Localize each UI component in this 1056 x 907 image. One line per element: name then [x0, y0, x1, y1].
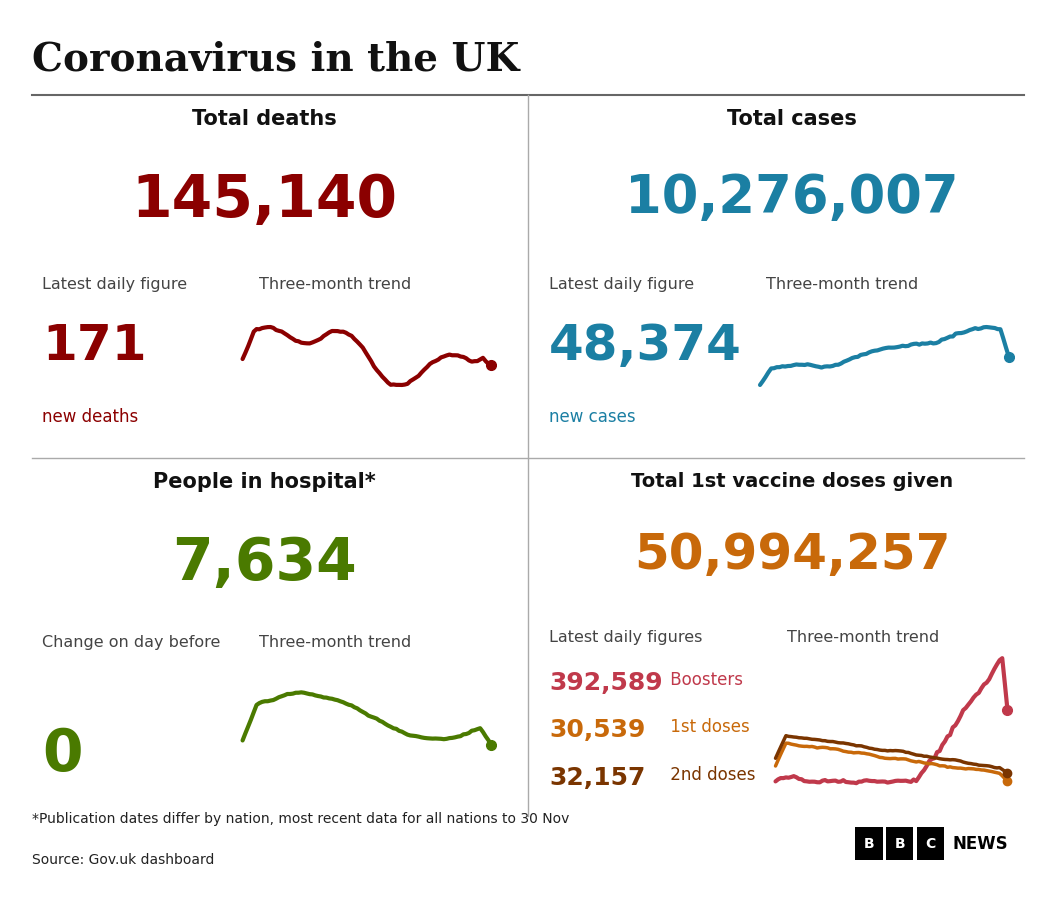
Text: Latest daily figures: Latest daily figures	[549, 630, 702, 646]
Text: People in hospital*: People in hospital*	[153, 472, 375, 492]
Text: Latest daily figure: Latest daily figure	[549, 277, 694, 292]
Text: Total cases: Total cases	[728, 109, 856, 129]
Text: B: B	[894, 836, 905, 851]
Text: Latest daily figure: Latest daily figure	[42, 277, 187, 292]
Text: B: B	[864, 836, 874, 851]
Text: Total deaths: Total deaths	[191, 109, 337, 129]
Text: Three-month trend: Three-month trend	[787, 630, 939, 646]
Text: Total 1st vaccine doses given: Total 1st vaccine doses given	[630, 472, 954, 491]
Text: Three-month trend: Three-month trend	[259, 277, 411, 292]
Text: 30,539: 30,539	[549, 718, 645, 742]
Text: 171: 171	[42, 322, 147, 370]
Text: Three-month trend: Three-month trend	[766, 277, 918, 292]
Text: 0: 0	[42, 726, 82, 783]
Text: C: C	[925, 836, 936, 851]
Text: 32,157: 32,157	[549, 766, 645, 789]
Text: Source: Gov.uk dashboard: Source: Gov.uk dashboard	[32, 853, 214, 866]
Text: Boosters: Boosters	[665, 671, 743, 689]
Text: 48,374: 48,374	[549, 322, 742, 370]
Text: Coronavirus in the UK: Coronavirus in the UK	[32, 41, 520, 79]
Text: new deaths: new deaths	[42, 408, 138, 426]
Text: 10,276,007: 10,276,007	[625, 172, 959, 224]
Text: 1st doses: 1st doses	[665, 718, 750, 736]
Text: 2nd doses: 2nd doses	[665, 766, 756, 784]
Text: Change on day before: Change on day before	[42, 635, 221, 650]
Text: NEWS: NEWS	[953, 834, 1008, 853]
Text: *Publication dates differ by nation, most recent data for all nations to 30 Nov: *Publication dates differ by nation, mos…	[32, 812, 569, 825]
Text: new cases: new cases	[549, 408, 636, 426]
Text: 7,634: 7,634	[172, 535, 356, 592]
Text: 145,140: 145,140	[131, 172, 397, 229]
Text: 392,589: 392,589	[549, 671, 663, 695]
Text: Three-month trend: Three-month trend	[259, 635, 411, 650]
Text: 50,994,257: 50,994,257	[634, 531, 950, 579]
